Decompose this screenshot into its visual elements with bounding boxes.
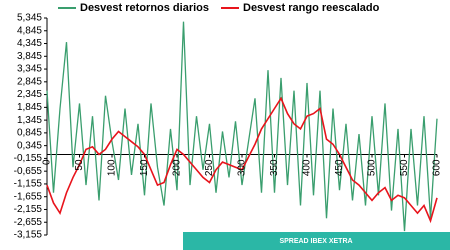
y-tick-label: -1,655 (14, 191, 43, 202)
y-tick-label: -2,655 (14, 217, 43, 228)
x-tick-label: 500 (367, 159, 378, 176)
x-tick-label: 550 (399, 159, 410, 176)
x-tick-label: 450 (334, 159, 345, 176)
x-tick-label: 250 (204, 159, 215, 176)
y-tick-label: 1,845 (17, 102, 42, 113)
y-tick-label: 0,345 (17, 140, 42, 151)
y-tick-label: 3,345 (17, 64, 42, 75)
x-tick-label: 100 (107, 159, 118, 176)
y-tick-label: -3,155 (14, 230, 43, 241)
legend-label: Desvest retornos diarios (80, 2, 209, 14)
x-tick-label: 350 (269, 159, 280, 176)
y-tick-label: 2,845 (17, 76, 42, 87)
y-tick-label: 5,345 (17, 13, 42, 24)
x-tick-label: 200 (172, 159, 183, 176)
x-tick-label: 400 (302, 159, 313, 176)
y-tick-label: -0,655 (14, 166, 43, 177)
x-tick-label: 150 (139, 159, 150, 176)
legend-label: Desvest rango reescalado (243, 2, 380, 14)
y-tick-label: 1,345 (17, 115, 42, 126)
y-tick-label: -0,155 (14, 153, 43, 164)
y-tick-label: 0,845 (17, 128, 42, 139)
x-tick-label: 300 (237, 159, 248, 176)
banner-text: SPREAD IBEX XETRA (279, 238, 352, 245)
y-tick-label: 2,345 (17, 89, 42, 100)
x-tick-label: 600 (432, 159, 443, 176)
x-tick-label: 50 (74, 159, 85, 171)
y-tick-label: 4,845 (17, 25, 42, 36)
banner (183, 232, 450, 250)
x-tick-label: 0 (42, 159, 53, 165)
series-line (46, 21, 438, 232)
y-tick-label: 3,845 (17, 51, 42, 62)
y-tick-label: 4,345 (17, 38, 42, 49)
y-tick-label: -2,155 (14, 204, 43, 215)
y-tick-label: -1,155 (14, 179, 43, 190)
series-line (46, 96, 438, 224)
